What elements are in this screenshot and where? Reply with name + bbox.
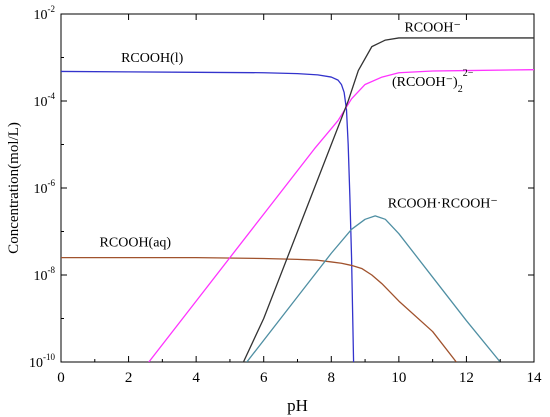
series-annotation-2: RCOOH·RCOOH⁻	[388, 197, 498, 212]
y-tick-label-1: 10-4	[34, 91, 56, 110]
series-annotation-1: RCOOH(aq)	[100, 236, 172, 251]
y-tick-label-3: 10-8	[34, 265, 56, 284]
x-tick-label-6: 12	[459, 370, 474, 386]
x-tick-label-1: 2	[125, 370, 133, 386]
y-tick-label-2: 10-6	[34, 178, 56, 197]
x-tick-label-2: 4	[192, 370, 200, 386]
plot-area: RCOOH(l) RCOOH(aq) RCOOH·RCOOH⁻ RCOOH⁻ (RCOO…	[60, 13, 535, 363]
plot-frame	[60, 13, 535, 363]
x-tick-label-4: 8	[328, 370, 336, 386]
series-line-3	[242, 37, 534, 362]
series-layer	[61, 37, 534, 362]
series-line-0	[61, 70, 355, 362]
y-axis-label: Concentration(mol/L)	[6, 122, 22, 254]
series-line-4	[246, 215, 501, 362]
series-annotation-dimer: (RCOOH⁻)22−	[392, 68, 474, 95]
x-tick-label-3: 6	[260, 370, 268, 386]
x-tick-label-0: 0	[57, 370, 65, 386]
annotation-layer: RCOOH(l) RCOOH(aq) RCOOH·RCOOH⁻ RCOOH⁻ (RCOO…	[100, 20, 498, 250]
series-annotation-3: RCOOH⁻	[404, 20, 460, 35]
y-tick-label-0: 10-2	[34, 4, 56, 23]
y-axis: 10-2 10-4 10-6 10-8 10-10	[29, 4, 534, 371]
x-tick-label-5: 10	[391, 370, 406, 386]
series-line-1	[61, 256, 457, 362]
x-axis-label: pH	[287, 396, 308, 415]
series-annotation-0: RCOOH(l)	[121, 51, 184, 66]
x-tick-label-7: 14	[527, 370, 543, 386]
series-line-2	[148, 69, 534, 362]
x-axis: 0 2 4 6 8 10 12 14	[57, 14, 542, 386]
y-tick-label-4: 10-10	[29, 352, 55, 371]
